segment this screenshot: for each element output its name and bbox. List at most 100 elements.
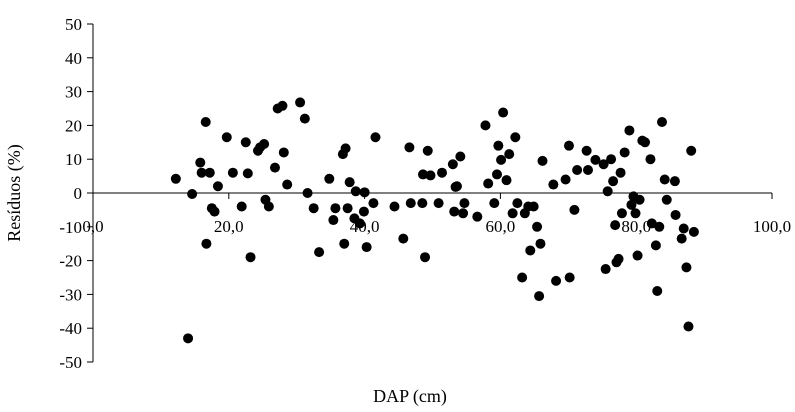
data-points xyxy=(170,97,699,344)
data-point xyxy=(340,143,351,154)
data-point xyxy=(295,97,306,108)
data-point xyxy=(525,245,536,256)
data-point xyxy=(600,264,611,275)
data-point xyxy=(563,140,574,151)
data-point xyxy=(368,198,379,209)
data-point xyxy=(581,145,592,156)
data-point xyxy=(598,159,609,170)
data-point xyxy=(417,198,428,209)
data-point xyxy=(646,218,657,229)
data-point xyxy=(314,247,325,258)
data-point xyxy=(221,132,232,143)
data-point xyxy=(590,154,601,165)
data-point xyxy=(339,238,350,249)
data-point xyxy=(344,177,355,188)
data-point xyxy=(302,188,313,198)
data-point xyxy=(328,215,339,226)
data-point xyxy=(624,125,635,136)
data-point xyxy=(661,194,672,205)
y-tick-label: -20 xyxy=(59,252,82,271)
data-point xyxy=(212,181,223,192)
data-point xyxy=(389,201,400,212)
data-point xyxy=(608,176,619,187)
data-point xyxy=(242,168,253,179)
data-point xyxy=(240,137,251,148)
data-point xyxy=(645,154,656,165)
data-point xyxy=(472,211,483,222)
data-point xyxy=(670,209,681,220)
data-point xyxy=(560,174,571,185)
data-point xyxy=(170,173,181,184)
data-point xyxy=(299,113,310,124)
data-point xyxy=(616,208,627,219)
data-point xyxy=(669,176,680,187)
y-tick-label: 40 xyxy=(65,49,82,68)
data-point xyxy=(451,181,462,192)
data-point xyxy=(610,220,621,231)
data-point xyxy=(358,206,369,217)
data-point xyxy=(361,242,372,253)
data-point xyxy=(370,132,381,143)
data-point xyxy=(569,204,580,215)
data-point xyxy=(437,167,448,178)
data-point xyxy=(489,198,500,209)
data-point xyxy=(652,286,663,297)
y-tick-label: -30 xyxy=(59,285,82,304)
data-point xyxy=(420,252,431,263)
x-tick-label: 80,0 xyxy=(621,217,651,236)
data-point xyxy=(676,233,687,244)
data-point xyxy=(640,137,651,148)
y-tick-label: -50 xyxy=(59,353,82,372)
data-point xyxy=(504,149,515,160)
data-point xyxy=(422,145,433,156)
x-tick-label: 100,0 xyxy=(753,217,791,236)
data-point xyxy=(551,275,562,286)
data-point xyxy=(404,142,415,153)
y-axis: -50 -40 -30 -20 -10 0 10 20 30 40 50 xyxy=(59,15,94,372)
data-point xyxy=(278,147,289,158)
data-point xyxy=(510,132,521,143)
y-tick-label: 10 xyxy=(65,150,82,169)
data-point xyxy=(449,206,460,217)
data-point xyxy=(195,157,206,168)
data-point xyxy=(517,272,528,283)
x-tick-label: 20,0 xyxy=(214,217,244,236)
data-point xyxy=(572,165,583,176)
data-point xyxy=(458,208,469,219)
data-point xyxy=(259,138,270,149)
data-point xyxy=(483,178,494,189)
data-point xyxy=(634,194,645,205)
data-point xyxy=(447,159,458,170)
data-point xyxy=(498,107,509,118)
x-tick-label: 60,0 xyxy=(486,217,516,236)
data-point xyxy=(308,203,319,214)
data-point xyxy=(204,167,215,178)
data-point xyxy=(686,145,697,156)
data-point xyxy=(537,155,548,166)
data-point xyxy=(615,167,626,178)
data-point xyxy=(236,201,247,212)
data-point xyxy=(480,120,491,131)
data-point xyxy=(330,203,341,214)
data-point xyxy=(613,253,624,264)
data-point xyxy=(532,221,543,232)
data-point xyxy=(455,151,466,162)
data-point xyxy=(548,179,559,190)
data-point xyxy=(493,140,504,151)
data-point xyxy=(630,208,641,219)
data-point xyxy=(606,154,617,165)
y-tick-label: 0 xyxy=(74,184,83,203)
x-axis-title: DAP (cm) xyxy=(373,386,447,407)
data-point xyxy=(200,117,211,128)
data-point xyxy=(405,198,416,209)
y-tick-label: 50 xyxy=(65,15,82,34)
data-point xyxy=(582,165,593,176)
data-point xyxy=(683,321,694,332)
data-point xyxy=(602,186,613,197)
data-point xyxy=(342,203,353,214)
y-axis-title: Resíduos (%) xyxy=(4,144,25,242)
data-point xyxy=(359,187,370,198)
data-point xyxy=(619,147,630,158)
data-point xyxy=(263,201,274,212)
